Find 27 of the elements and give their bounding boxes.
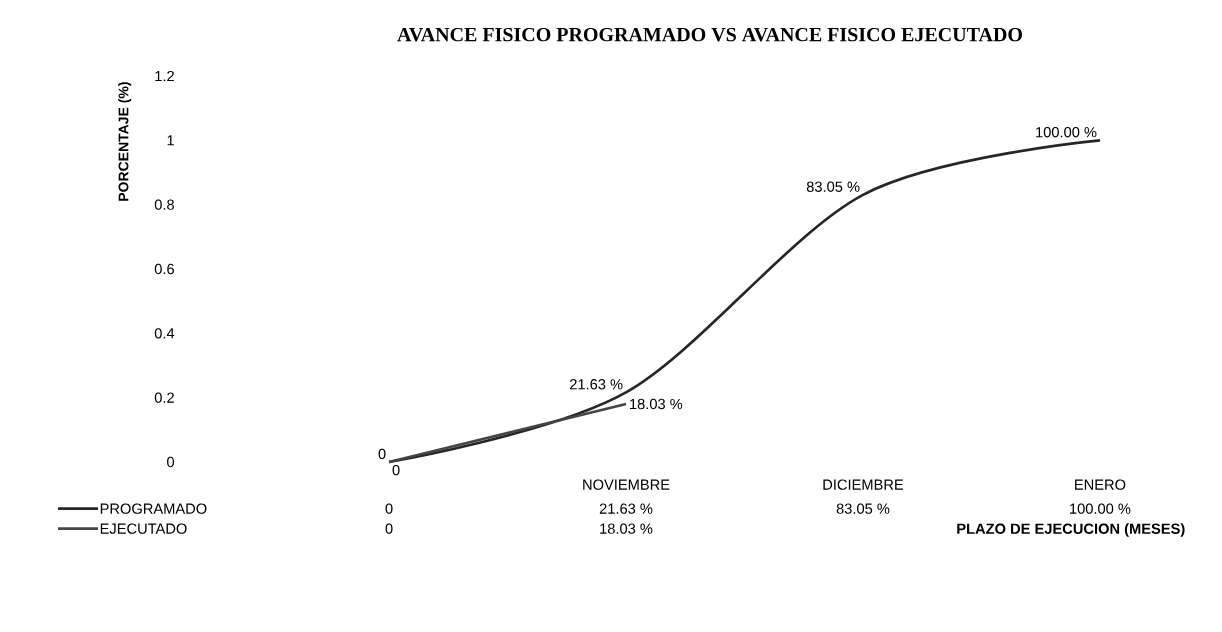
- data-label: 21.63 %: [599, 503, 653, 514]
- y-tick-label: 0.4: [154, 328, 175, 339]
- y-tick-label: 0.6: [154, 263, 174, 275]
- text: 18.03 %: [630, 398, 683, 410]
- y-tick-label: 0.2: [154, 392, 174, 403]
- chart-title: AVANCE FISICO PROGRAMADO VS AVANCE FISICO EJECUTADO: [397, 27, 1022, 42]
- x-axis-title: PLAZO DE EJECUCION (MESES): [957, 523, 1185, 537]
- y-tick-label: 1.2: [155, 70, 174, 82]
- y-tick-label: 1: [167, 135, 174, 146]
- text: 83.05 %: [806, 181, 860, 192]
- x-tick-label: NOVIEMBRE: [583, 479, 670, 490]
- y-tick-label: 0: [167, 456, 175, 468]
- data-label: 83.05 %: [836, 503, 890, 514]
- text: 100.00 %: [1036, 127, 1097, 138]
- data-label: 18.03 %: [600, 523, 653, 534]
- text: 0: [392, 464, 400, 476]
- legend-label: EJECUTADO: [100, 523, 187, 534]
- x-tick-label: DICIEMBRE: [823, 479, 904, 490]
- legend-label: PROGRAMADO: [100, 503, 207, 514]
- y-axis-title: PORCENTAJE (%): [118, 82, 132, 201]
- x-tick-label: ENERO: [1075, 479, 1126, 490]
- data-label: 0: [385, 503, 393, 514]
- y-tick-label: 0.8: [154, 199, 174, 210]
- data-label: 100.00 %: [1070, 503, 1131, 514]
- text: 0: [378, 448, 386, 460]
- data-label: 0: [385, 523, 393, 534]
- text: 21.63 %: [570, 379, 623, 390]
